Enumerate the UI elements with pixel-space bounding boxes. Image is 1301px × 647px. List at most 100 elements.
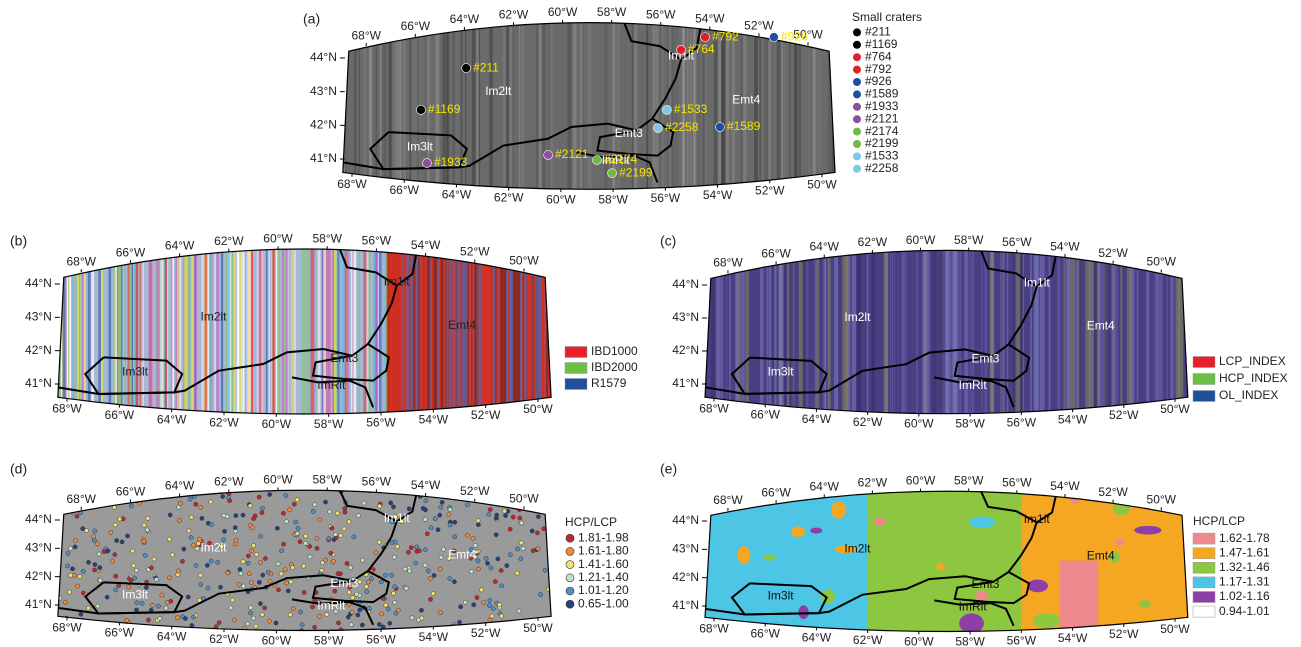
texture-dot xyxy=(279,572,283,576)
texture-dot xyxy=(183,616,187,620)
texture-dot xyxy=(268,492,272,496)
texture-dot xyxy=(194,502,198,506)
lon-tick-label: 62°W xyxy=(499,8,529,22)
texture-dot xyxy=(503,514,507,518)
legend-label: 1.61-1.80 xyxy=(578,544,629,558)
map-panel: 68°W68°W66°W66°W64°W64°W62°W62°W60°W60°W… xyxy=(10,461,629,647)
texture-dot xyxy=(487,603,491,607)
legend-label: #2258 xyxy=(865,161,899,175)
lat-tick-label: 44°N xyxy=(25,276,52,290)
image-stripe xyxy=(1034,222,1038,430)
texture-dot xyxy=(311,509,315,513)
legend-swatch xyxy=(565,363,587,374)
image-stripe xyxy=(537,0,539,206)
texture-dot xyxy=(482,600,486,604)
image-stripe xyxy=(508,221,509,431)
texture-dot xyxy=(408,569,412,573)
texture-dot xyxy=(249,476,253,480)
image-stripe xyxy=(323,221,325,431)
texture-dot xyxy=(67,590,71,594)
texture-dot xyxy=(531,471,535,475)
lon-tick-label: 68°W xyxy=(52,402,82,416)
texture-dot xyxy=(500,584,504,588)
legend-label: 1.62-1.78 xyxy=(1219,531,1270,545)
texture-dot xyxy=(249,606,253,610)
lon-tick-label: 66°W xyxy=(750,627,780,641)
image-stripe xyxy=(318,221,320,431)
map-panel: 68°W68°W66°W66°W64°W64°W62°W62°W60°W60°W… xyxy=(660,461,1270,647)
class-region xyxy=(868,467,1022,645)
texture-dot xyxy=(146,516,150,520)
class-patch xyxy=(1145,626,1157,637)
texture-dot xyxy=(458,605,462,609)
crater-label: #1533 xyxy=(674,102,708,116)
texture-dot xyxy=(246,561,250,565)
legend-marker xyxy=(853,90,861,98)
image-stripe xyxy=(59,221,61,431)
legend-label: 1.02-1.16 xyxy=(1219,589,1270,603)
unit-label: Emt4 xyxy=(1087,549,1115,563)
texture-dot xyxy=(497,603,501,607)
lon-tick-label: 60°W xyxy=(263,231,293,245)
image-stripe xyxy=(315,221,316,431)
lon-tick-label: 56°W xyxy=(366,632,396,646)
texture-dot xyxy=(284,581,288,585)
class-patch xyxy=(763,554,776,560)
unit-label: Im2lt xyxy=(201,541,228,555)
panel-label: (d) xyxy=(10,461,27,477)
texture-dot xyxy=(133,576,137,580)
unit-label: Im2lt xyxy=(201,310,228,324)
texture-dot xyxy=(175,616,179,620)
texture-dot xyxy=(494,533,498,537)
lon-tick-label: 52°W xyxy=(460,484,490,498)
image-stripe xyxy=(63,221,66,431)
texture-dot xyxy=(65,636,69,640)
legend-label: IBD2000 xyxy=(591,360,638,374)
texture-dot xyxy=(142,539,146,543)
texture-dot xyxy=(98,566,102,570)
texture-dot xyxy=(457,620,461,624)
unit-label: Emt3 xyxy=(330,351,358,365)
unit-label: ImRlt xyxy=(317,378,346,392)
unit-label: Im3lt xyxy=(407,139,434,153)
unit-label: Emt4 xyxy=(448,548,476,562)
lon-tick-label: 54°W xyxy=(1050,239,1080,253)
texture-dot xyxy=(380,612,384,616)
texture-dot xyxy=(152,631,156,635)
lat-tick-label: 41°N xyxy=(25,376,52,390)
texture-dot xyxy=(414,561,418,565)
texture-dot xyxy=(146,471,150,475)
class-patch xyxy=(810,527,822,533)
image-stripe xyxy=(326,221,329,431)
texture-dot xyxy=(327,536,331,540)
texture-dot xyxy=(288,508,292,512)
lon-tick-label: 64°W xyxy=(802,412,832,426)
legend-swatch xyxy=(1193,548,1215,559)
texture-dot xyxy=(258,602,262,606)
unit-label: Im2lt xyxy=(844,542,871,556)
texture-dot xyxy=(194,563,198,567)
image-stripe xyxy=(472,0,476,206)
texture-dot xyxy=(541,481,545,485)
lon-tick-label: 56°W xyxy=(1002,235,1032,249)
image-stripe xyxy=(972,222,974,430)
image-stripe xyxy=(107,221,108,431)
texture-dot xyxy=(238,567,242,571)
unit-label: Im3lt xyxy=(768,365,795,379)
class-patch xyxy=(874,517,885,526)
texture-dot xyxy=(476,559,480,563)
image-stripe xyxy=(497,221,499,431)
texture-dot xyxy=(476,519,480,523)
image-stripe xyxy=(81,221,83,431)
crater-point xyxy=(701,33,710,42)
image-stripe xyxy=(334,221,336,431)
image-stripe xyxy=(91,221,94,431)
lon-tick-label: 54°W xyxy=(411,238,441,252)
legend-marker xyxy=(853,66,861,74)
legend-marker xyxy=(853,165,861,173)
texture-dot xyxy=(203,640,207,644)
texture-dot xyxy=(69,546,73,550)
image-stripe xyxy=(77,221,79,431)
lat-tick-label: 43°N xyxy=(672,310,699,324)
lat-tick-label: 42°N xyxy=(672,343,699,357)
